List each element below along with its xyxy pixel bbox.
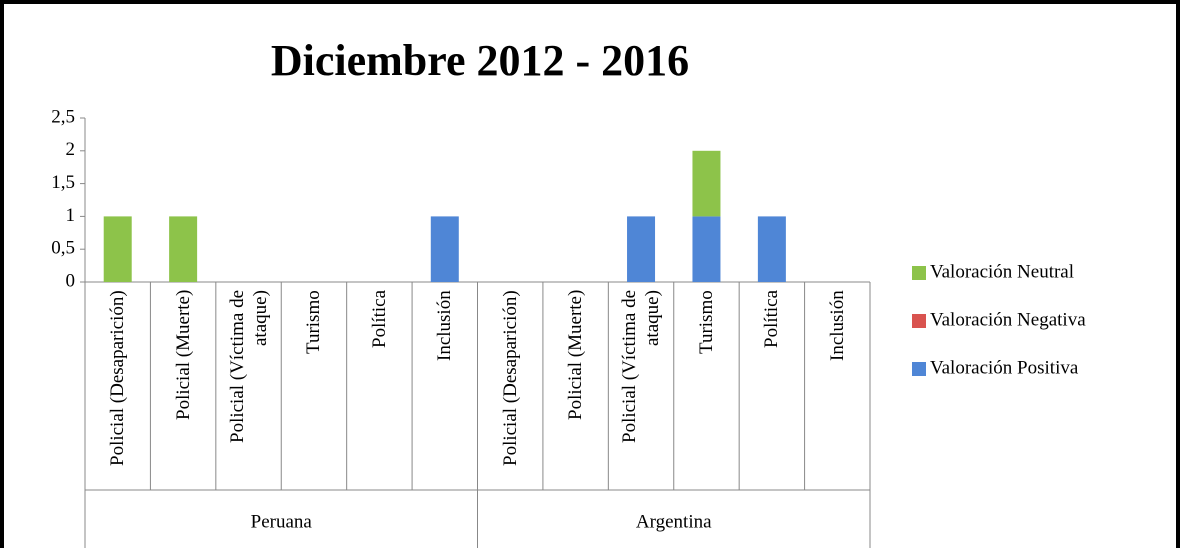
x-tick-text: Policial (Víctima de ataque) (226, 290, 271, 444)
bar-segment (169, 216, 198, 282)
x-tick-text: Policial (Víctima de ataque) (619, 290, 664, 444)
x-tick-text: Turismo (303, 290, 325, 354)
group-label: Peruana (251, 511, 313, 532)
x-tick-text: Policial (Muerte) (172, 290, 194, 421)
legend-marker (912, 362, 926, 376)
x-tick-label: Policial (Desaparición) (85, 290, 150, 480)
x-tick-text: Inclusión (434, 290, 456, 361)
x-tick-label: Policial (Muerte) (150, 290, 215, 480)
group-label: Argentina (636, 511, 712, 532)
y-tick-label: 0,5 (51, 238, 75, 259)
y-tick-label: 1,5 (51, 172, 75, 193)
x-tick-label: Inclusión (412, 290, 477, 480)
y-tick-label: 2 (66, 139, 76, 160)
y-tick-label: 1 (66, 205, 76, 226)
legend-label: Valoración Neutral (930, 261, 1074, 282)
x-tick-label: Policial (Muerte) (543, 290, 608, 480)
y-tick-label: 0 (66, 270, 76, 291)
x-tick-text: Turismo (695, 290, 717, 354)
x-tick-text: Policial (Desaparición) (499, 290, 521, 466)
x-tick-text: Policial (Desaparición) (107, 290, 129, 466)
x-tick-label: Policial (Desaparición) (478, 290, 543, 480)
x-tick-text: Política (368, 290, 390, 349)
x-tick-label: Política (739, 290, 804, 480)
bar-segment (692, 150, 721, 217)
bar-segment (692, 216, 721, 282)
bar-segment (627, 216, 656, 282)
x-tick-label: Policial (Víctima de ataque) (608, 290, 673, 480)
x-tick-text: Inclusión (826, 290, 848, 361)
bar-segment (103, 216, 132, 282)
bar-segment (430, 216, 459, 282)
legend-label: Valoración Positiva (930, 357, 1079, 378)
x-tick-label: Inclusión (805, 290, 870, 480)
legend-label: Valoración Negativa (930, 309, 1086, 330)
legend-marker (912, 314, 926, 328)
x-tick-label: Turismo (674, 290, 739, 480)
chart-title: Diciembre 2012 - 2016 (271, 36, 689, 85)
x-tick-label: Turismo (281, 290, 346, 480)
legend-marker (912, 266, 926, 280)
x-tick-text: Policial (Muerte) (565, 290, 587, 421)
x-tick-label: Política (347, 290, 412, 480)
x-tick-label: Policial (Víctima de ataque) (216, 290, 281, 480)
y-tick-label: 2,5 (51, 106, 75, 127)
x-tick-text: Política (761, 290, 783, 349)
bar-segment (757, 216, 786, 282)
